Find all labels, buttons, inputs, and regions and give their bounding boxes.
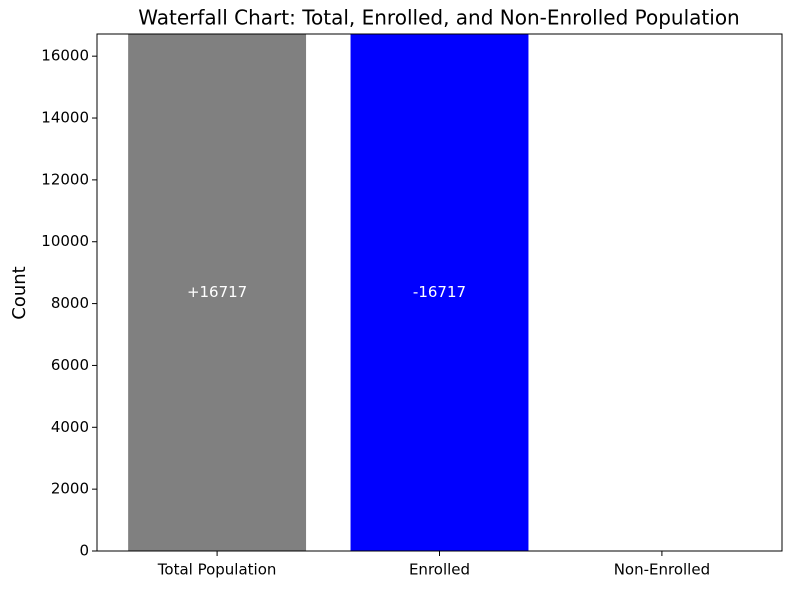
y-tick-label: 10000 — [41, 232, 89, 250]
x-tick-label: Total Population — [157, 561, 277, 579]
y-tick-label: 4000 — [51, 418, 89, 436]
y-axis-label: Count — [9, 266, 30, 319]
value-label: +16717 — [187, 283, 247, 301]
y-tick-label: 2000 — [51, 480, 89, 498]
x-tick-label: Enrolled — [409, 561, 470, 579]
plot-frame — [96, 33, 783, 552]
y-tick-label: 14000 — [41, 109, 89, 127]
bar — [350, 34, 529, 551]
y-tick-label: 0 — [79, 542, 89, 560]
y-tick-label: 8000 — [51, 294, 89, 312]
bar — [128, 34, 307, 551]
chart-title: Waterfall Chart: Total, Enrolled, and No… — [138, 6, 739, 30]
y-tick-label: 6000 — [51, 356, 89, 374]
x-tick-label: Non-Enrolled — [614, 561, 710, 579]
y-tick-label: 12000 — [41, 170, 89, 188]
value-label: -16717 — [413, 283, 466, 301]
y-tick-label: 16000 — [41, 47, 89, 65]
